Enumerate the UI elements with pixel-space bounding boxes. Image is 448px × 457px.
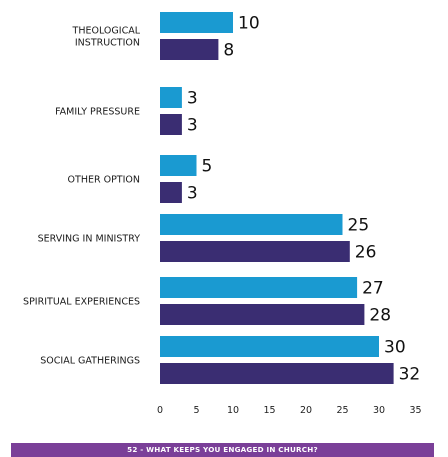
bar-value-label: 32 (399, 365, 421, 385)
bar-series-1 (160, 87, 182, 108)
bar-series-2 (160, 363, 394, 384)
bar-value-label: 3 (187, 184, 198, 204)
bar-series-2 (160, 241, 350, 262)
x-tick-label: 10 (227, 405, 239, 416)
category-label: INSTRUCTION (75, 38, 140, 49)
bar-value-label: 26 (355, 243, 377, 263)
bar-value-label: 28 (369, 306, 391, 326)
bar-series-1 (160, 277, 358, 298)
bar-series-2 (160, 39, 219, 60)
bar-series-1 (160, 12, 233, 33)
bar-value-label: 25 (348, 216, 370, 236)
bar-series-1 (160, 155, 197, 176)
x-tick-label: 15 (263, 405, 275, 416)
category-label: OTHER OPTION (68, 175, 140, 186)
bar-series-2 (160, 182, 182, 203)
bar-value-label: 27 (362, 279, 384, 299)
bar-series-2 (160, 114, 182, 135)
category-label: SPIRITUAL EXPERIENCES (23, 297, 140, 308)
bar-value-label: 10 (238, 14, 260, 34)
x-tick-label: 20 (300, 405, 312, 416)
bar-series-1 (160, 214, 343, 235)
bar-series-1 (160, 336, 379, 357)
category-label: THEOLOGICAL (72, 26, 141, 37)
x-tick-label: 0 (157, 405, 163, 416)
x-tick-label: 5 (193, 405, 199, 416)
chart-footer-title: 52 - WHAT KEEPS YOU ENGAGED IN CHURCH? (11, 443, 434, 457)
x-tick-label: 30 (373, 405, 385, 416)
category-label: SERVING IN MINISTRY (38, 234, 141, 245)
bar-value-label: 3 (187, 89, 198, 109)
x-tick-label: 35 (409, 405, 421, 416)
bar-value-label: 8 (223, 41, 234, 61)
bar-value-label: 5 (202, 157, 213, 177)
category-label: SOCIAL GATHERINGS (40, 356, 140, 367)
bar-series-2 (160, 304, 365, 325)
category-label: FAMILY PRESSURE (55, 107, 140, 118)
bar-value-label: 30 (384, 338, 406, 358)
x-tick-label: 25 (336, 405, 348, 416)
bar-value-label: 3 (187, 116, 198, 136)
